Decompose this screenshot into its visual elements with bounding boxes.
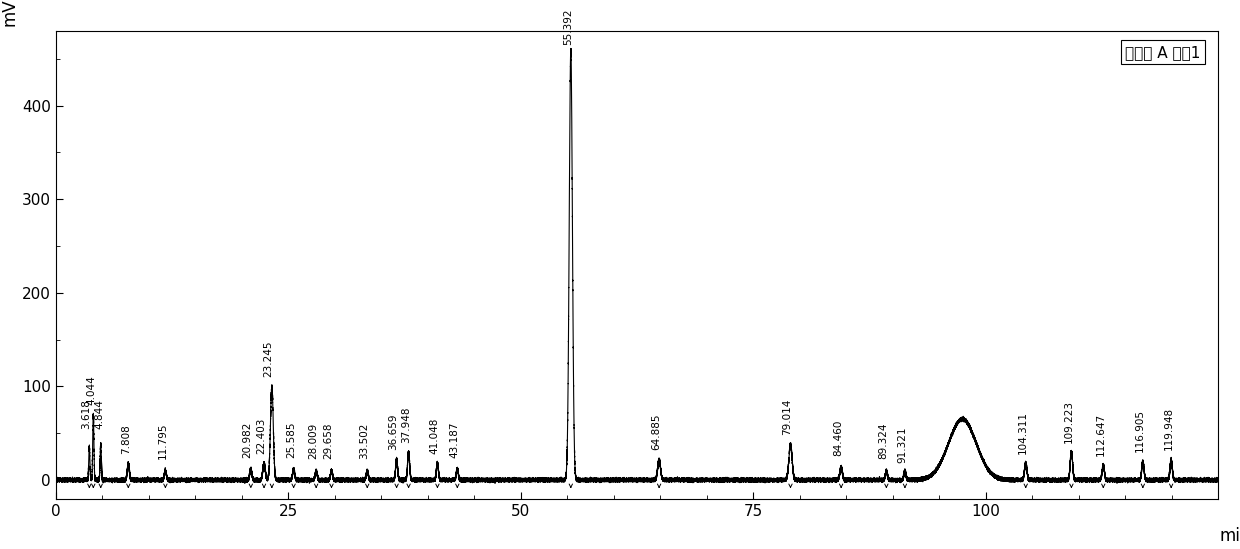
Text: 20.982: 20.982 <box>243 421 253 457</box>
Text: 28.009: 28.009 <box>308 423 317 460</box>
Text: 11.795: 11.795 <box>157 423 167 460</box>
Text: 79.014: 79.014 <box>782 399 792 435</box>
Text: 3.618: 3.618 <box>82 399 92 429</box>
Y-axis label: mV: mV <box>0 0 19 26</box>
Text: 25.585: 25.585 <box>286 421 296 457</box>
Text: 4.844: 4.844 <box>94 399 104 429</box>
Text: 119.948: 119.948 <box>1163 407 1173 450</box>
Text: 104.311: 104.311 <box>1017 411 1028 454</box>
Text: 4.044: 4.044 <box>87 376 97 405</box>
Text: 84.460: 84.460 <box>833 419 843 456</box>
Text: 33.502: 33.502 <box>358 423 370 460</box>
Text: 37.948: 37.948 <box>401 406 410 442</box>
Text: 55.392: 55.392 <box>563 8 573 45</box>
Text: 检测器 A 通道1: 检测器 A 通道1 <box>1126 45 1200 60</box>
X-axis label: min: min <box>1220 527 1240 545</box>
Text: 22.403: 22.403 <box>255 417 265 454</box>
Text: 23.245: 23.245 <box>264 340 274 377</box>
Text: 64.885: 64.885 <box>651 413 661 450</box>
Text: 116.905: 116.905 <box>1135 409 1145 452</box>
Text: 29.658: 29.658 <box>324 423 334 460</box>
Text: 112.647: 112.647 <box>1095 412 1106 456</box>
Text: 36.659: 36.659 <box>388 413 398 450</box>
Text: 41.048: 41.048 <box>429 417 440 454</box>
Text: 7.808: 7.808 <box>122 424 131 454</box>
Text: 89.324: 89.324 <box>878 423 888 460</box>
Text: 43.187: 43.187 <box>450 421 460 457</box>
Text: 91.321: 91.321 <box>897 427 906 463</box>
Text: 109.223: 109.223 <box>1064 400 1074 442</box>
